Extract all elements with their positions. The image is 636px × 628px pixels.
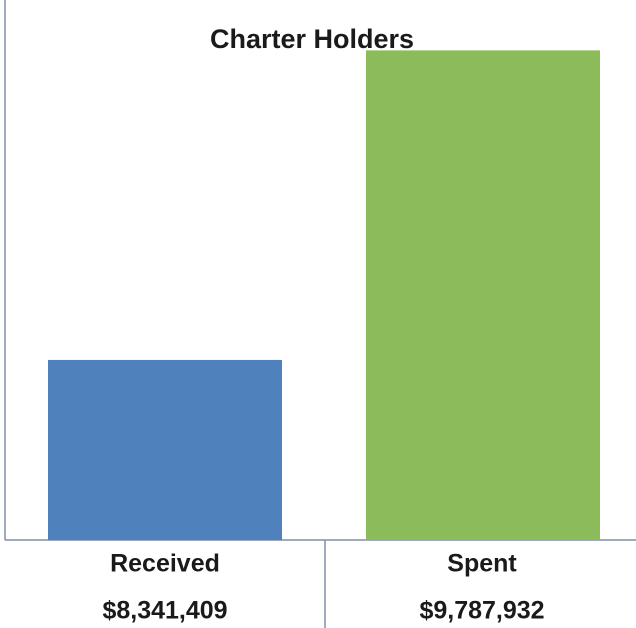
value-label: $9,787,932	[419, 597, 544, 625]
category-label: Received	[110, 550, 220, 578]
bar	[366, 50, 600, 540]
bar	[48, 359, 282, 540]
category-label: Spent	[447, 550, 517, 578]
chart-title: Charter Holders	[210, 24, 414, 54]
value-label: $8,341,409	[102, 597, 227, 625]
